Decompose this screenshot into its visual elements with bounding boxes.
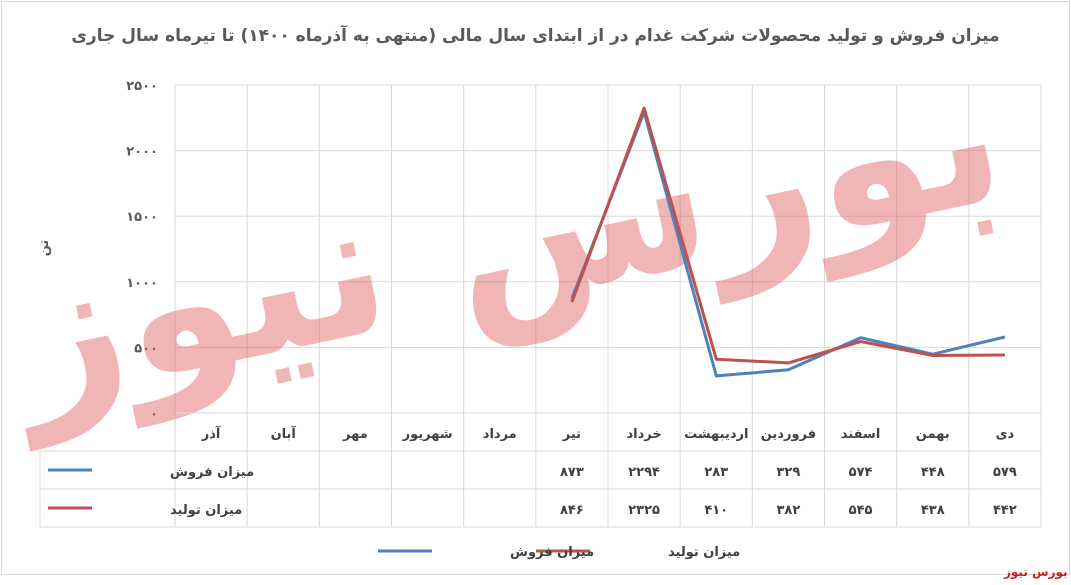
y-tick-label: ۲۰۰۰ [126,145,158,160]
category-label: شهریور [402,427,453,442]
data-label: ۲۲۹۴ [628,465,660,480]
data-label: ۴۴۸ [921,465,945,480]
category-label: دی [996,427,1015,442]
data-label: ۳۲۹ [777,465,801,480]
y-axis-label: تن [37,240,52,257]
y-axis: ۰ ۵۰۰ ۱۰۰۰ ۱۵۰۰ ۲۰۰۰ ۲۵۰۰ تن [37,79,158,422]
data-label: ۵۷۴ [849,465,873,480]
chart-title: میزان فروش و تولید محصولات شرکت غدام در … [71,26,1000,46]
y-tick-label: ۲۵۰۰ [126,79,158,94]
data-label: ۵۷۹ [993,465,1017,480]
legend: میزان تولید میزان فروش [378,545,740,560]
category-label: اردیبهشت [684,427,748,442]
category-label: بهمن [916,427,950,442]
legend-label: میزان تولید [668,545,740,560]
data-label: ۴۱۰ [704,503,728,518]
data-label: ۸۴۶ [560,503,584,518]
category-label: آذر [201,425,221,442]
data-label: ۴۳۸ [921,503,945,518]
source-label: بورس نیوز [1004,565,1068,579]
category-label: اسفند [841,427,880,442]
data-label: ۲۳۲۵ [628,503,660,518]
category-label: خرداد [626,427,661,442]
category-label: مهر [342,427,368,442]
category-label: تیر [562,427,581,442]
y-tick-label: ۰ [150,407,158,422]
data-label: ۲۸۳ [704,465,728,480]
y-tick-label: ۱۰۰۰ [126,276,158,291]
data-label: ۳۸۲ [777,503,801,518]
row-series-name: میزان فروش [170,465,254,480]
category-label: آبان [271,425,297,442]
data-label: ۵۴۵ [849,503,873,518]
row-series-name: میزان تولید [170,503,242,518]
data-label: ۴۴۲ [993,503,1017,518]
data-label: ۸۷۳ [560,465,584,480]
series-line-production [570,106,1005,365]
legend-label: میزان فروش [510,545,594,560]
series-lines [570,106,1006,378]
y-tick-label: ۱۵۰۰ [126,210,158,225]
y-tick-label: ۵۰۰ [134,341,158,356]
category-label: فروردین [761,427,816,442]
data-table: دی بهمن اسفند فروردین اردیبهشت خرداد تیر مرداد ش… [39,412,1041,528]
category-label: مرداد [483,427,517,442]
